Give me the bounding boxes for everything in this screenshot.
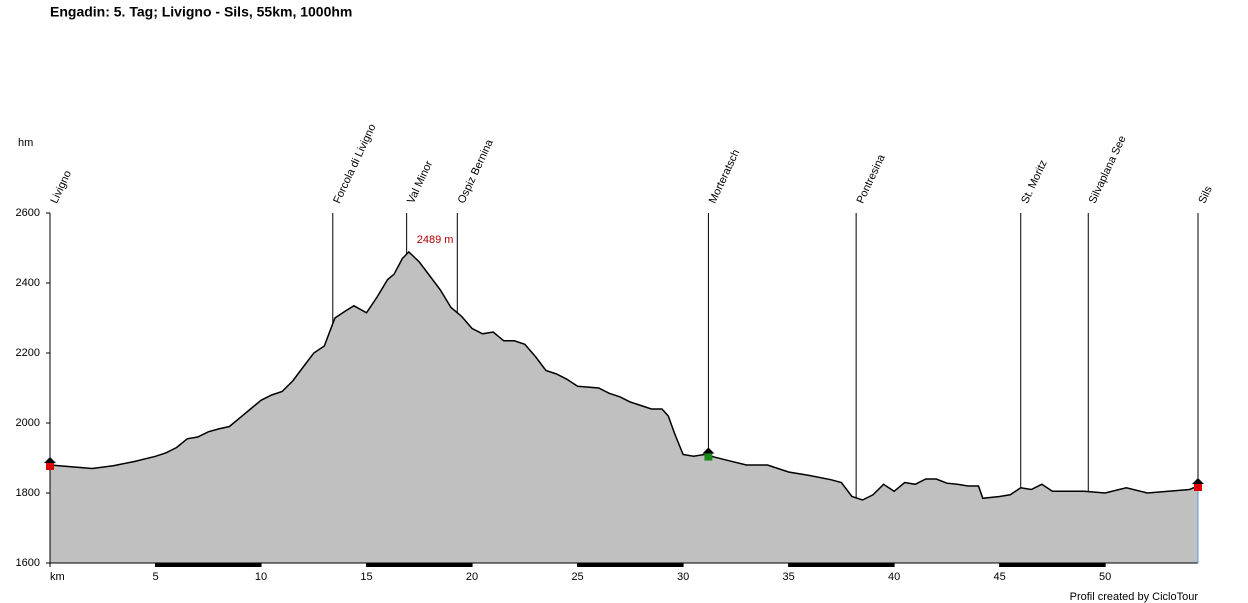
footer: Profil created by CicloTour	[1070, 591, 1199, 603]
x-tick-label: km	[50, 571, 65, 583]
waypoint-icon	[1194, 484, 1202, 491]
waypoint-label: Sils	[1196, 184, 1215, 206]
waypoint-label: Pontresina	[855, 152, 888, 206]
km-band	[788, 563, 895, 567]
y-tick-label: 1800	[16, 487, 40, 499]
profile-line	[49, 250, 1199, 501]
waypoint-icon	[704, 453, 713, 461]
y-tick-label: 2000	[16, 417, 40, 429]
waypoint-icon	[1192, 478, 1204, 484]
x-tick-label: 30	[677, 571, 689, 583]
chart-title: Engadin: 5. Tag; Livigno - Sils, 55km, 1…	[50, 4, 352, 20]
y-tick-label: 2200	[16, 347, 40, 359]
x-tick-label: 45	[994, 571, 1006, 583]
y-tick-label: 1600	[16, 557, 40, 569]
km-band	[155, 563, 262, 567]
waypoint-label: Val Minor	[405, 159, 435, 206]
x-tick-label: 50	[1099, 571, 1111, 583]
waypoint-label: Ospiz Bernina	[456, 137, 496, 205]
waypoint-label: Silvaplana See	[1087, 134, 1129, 206]
peak-label: 2489 m	[417, 234, 454, 246]
waypoint-label: St. Moritz	[1019, 158, 1050, 205]
x-tick-label: 15	[360, 571, 372, 583]
km-band	[366, 563, 473, 567]
y-axis-label: hm	[18, 137, 33, 149]
x-tick-label: 20	[466, 571, 478, 583]
km-band	[577, 563, 684, 567]
waypoint-icon	[702, 447, 715, 454]
x-tick-label: 10	[255, 571, 267, 583]
waypoint-label: Livigno	[48, 169, 74, 206]
waypoint-label: Morteratsch	[707, 148, 742, 206]
x-tick-label: 40	[888, 571, 900, 583]
x-tick-label: 5	[152, 571, 158, 583]
y-tick-label: 2600	[16, 207, 40, 219]
y-tick-label: 2400	[16, 277, 40, 289]
x-tick-label: 25	[571, 571, 583, 583]
km-band	[999, 563, 1106, 567]
waypoint-icon	[46, 463, 54, 470]
x-tick-label: 35	[782, 571, 794, 583]
profile-area	[50, 251, 1198, 563]
waypoint-icon	[44, 457, 56, 463]
waypoint-label: Forcola di Livigno	[331, 122, 378, 205]
